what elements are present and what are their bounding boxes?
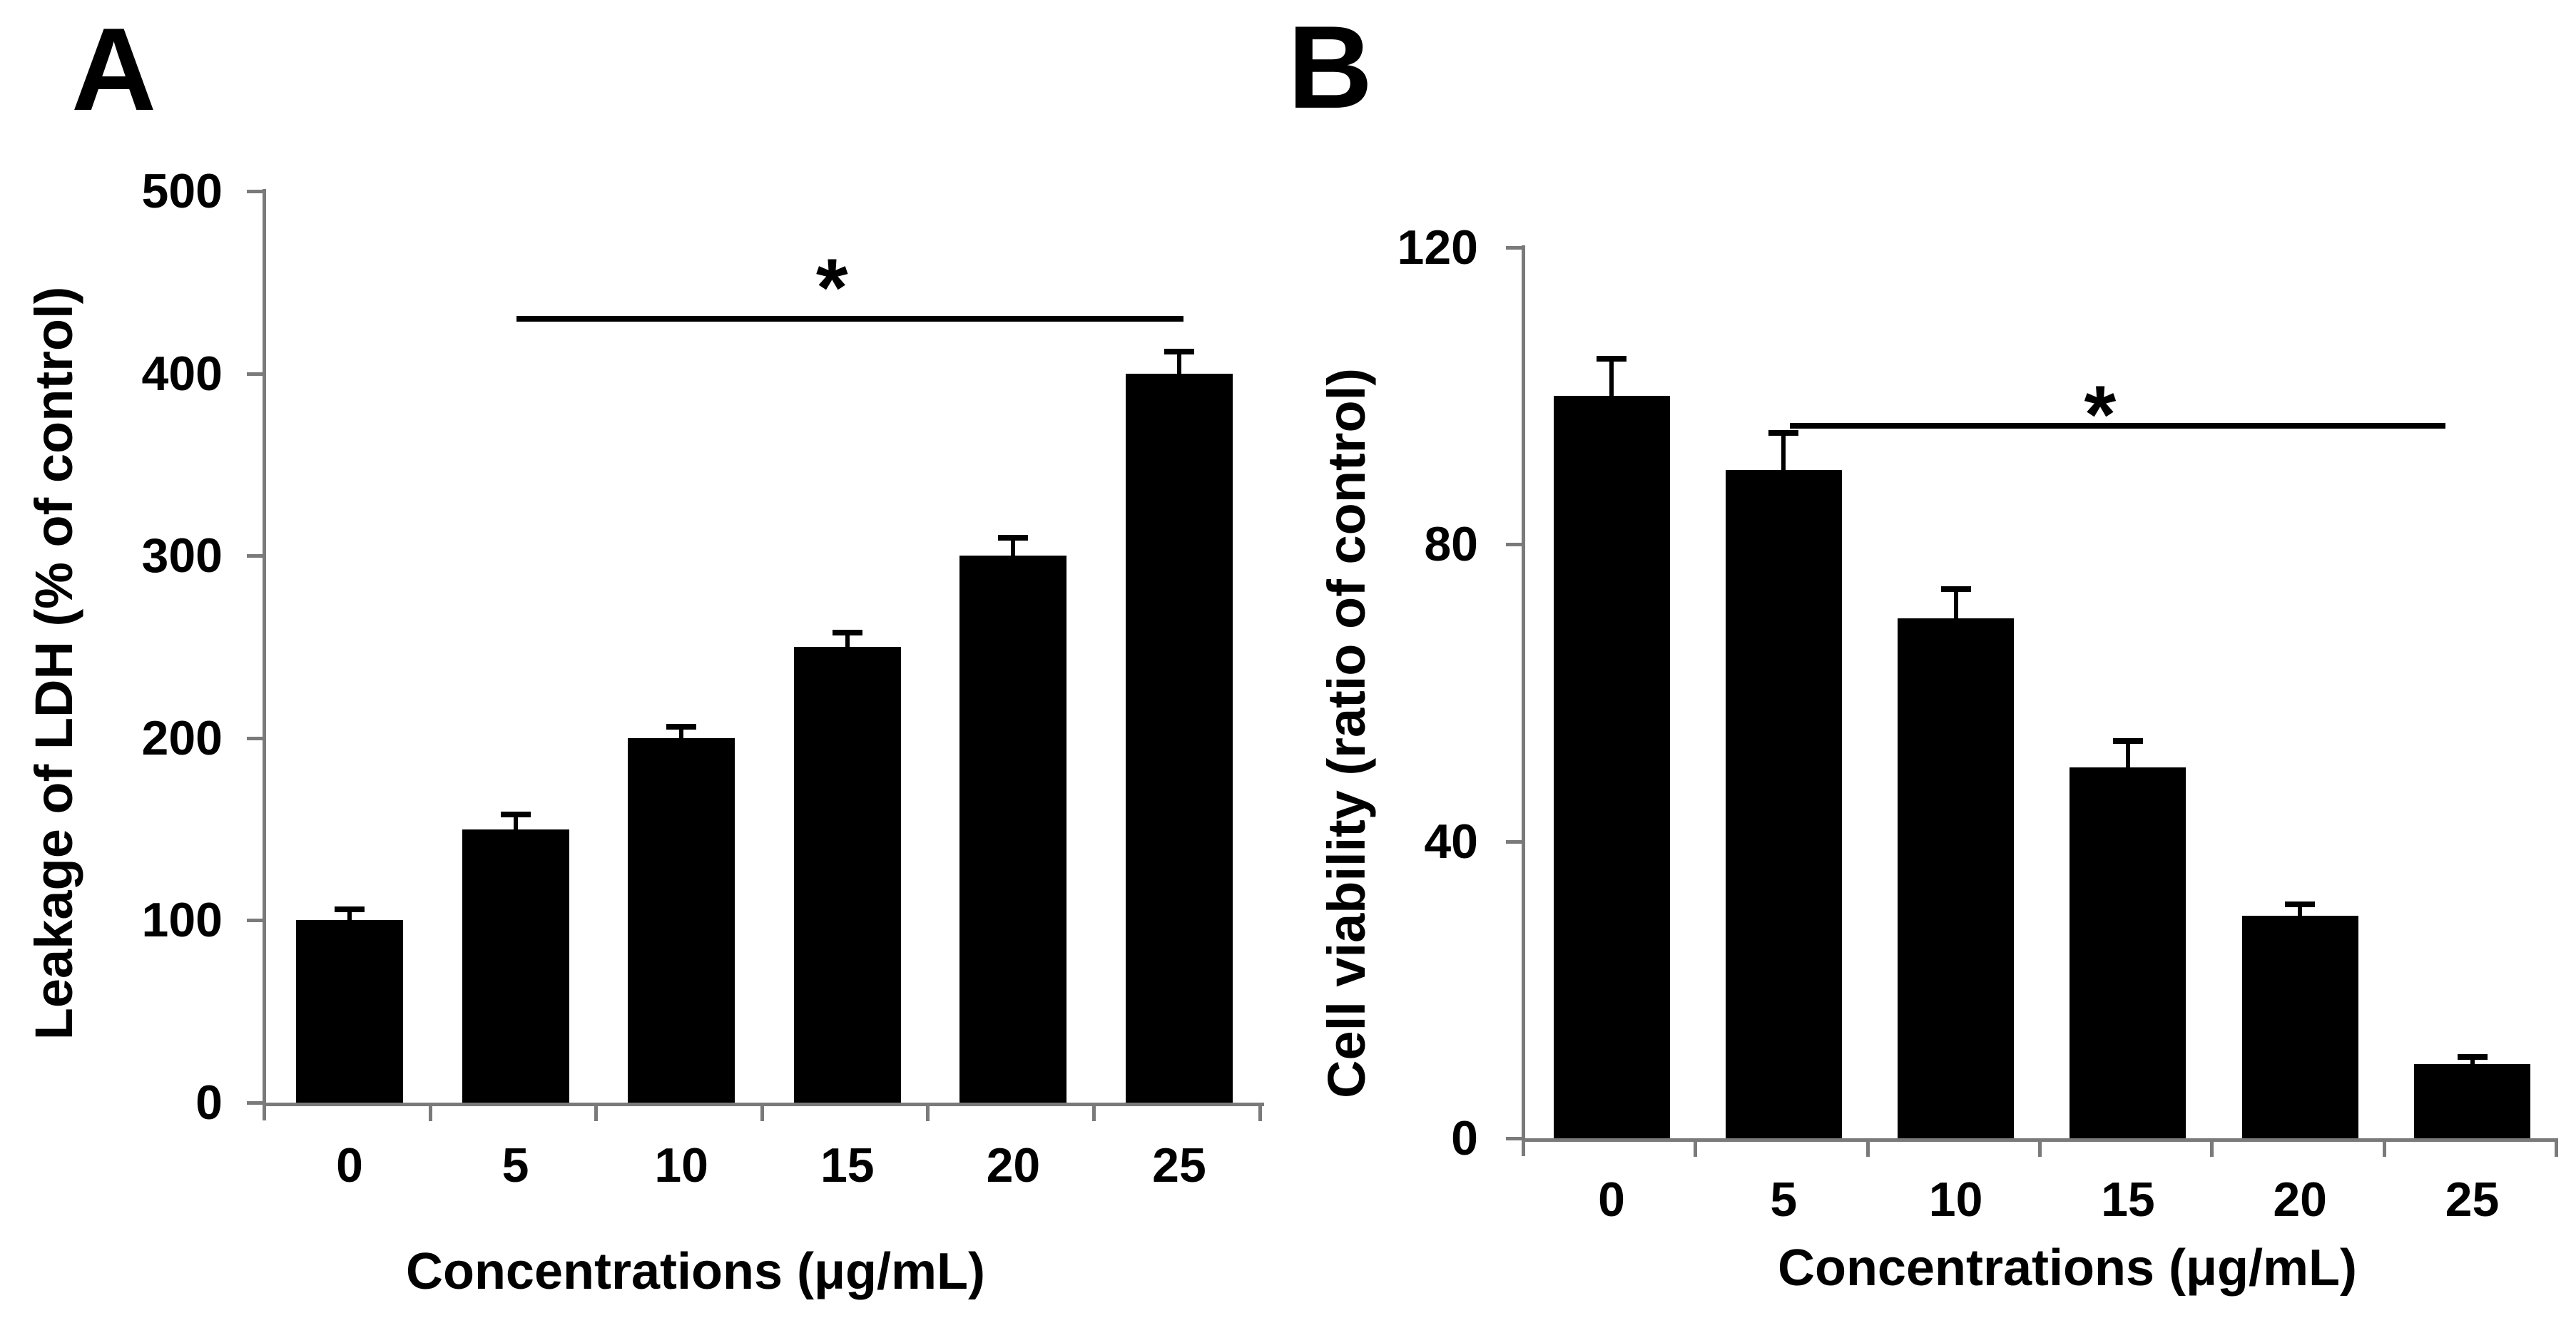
panel-b-x-tick <box>1694 1138 1698 1157</box>
panel-b-y-tick-label: 0 <box>1451 1111 1478 1165</box>
panel-a-y-tick-label: 200 <box>141 710 223 765</box>
panel-b-x-tick-label: 25 <box>2445 1173 2500 1227</box>
panel-a-bar <box>959 556 1067 1103</box>
panel-b-x-tick <box>2382 1138 2386 1157</box>
panel-b-error-bar-stem <box>1609 359 1614 397</box>
panel-b-y-axis-line <box>1522 245 1525 1156</box>
panel-a-y-tick <box>247 1101 263 1105</box>
panel-b-y-tick-label: 80 <box>1424 517 1478 572</box>
panel-b-error-bar-cap <box>1768 430 1799 436</box>
panel-b-error-bar-cap <box>1940 586 1971 592</box>
panel-b-y-tick <box>1506 543 1522 547</box>
panel-a-y-tick <box>247 372 263 376</box>
panel-a-x-tick-label: 5 <box>502 1138 529 1192</box>
panel-b-error-bar-stem <box>2125 741 2130 767</box>
panel-a-significance-asterisk: * <box>815 242 848 334</box>
panel-b-letter: B <box>1288 1 1373 133</box>
panel-a-x-tick-label: 10 <box>654 1138 708 1192</box>
panel-a-y-tick <box>247 736 263 740</box>
panel-b-y-tick-label: 120 <box>1397 220 1478 275</box>
panel-b-x-tick-label: 10 <box>1928 1173 1983 1227</box>
panel-a-error-bar-stem <box>679 727 684 738</box>
panel-b-error-bar-cap <box>2112 738 2143 745</box>
panel-a-y-tick <box>247 190 263 193</box>
panel-a-x-tick-label: 25 <box>1152 1138 1206 1192</box>
panel-b-error-bar-stem <box>1781 433 1786 471</box>
panel-b-bar <box>2241 915 2358 1138</box>
panel-b-x-tick <box>2037 1138 2042 1157</box>
panel-a-bar <box>296 920 403 1103</box>
panel-a-x-axis-title: Concentrations (μg/mL) <box>405 1243 986 1300</box>
panel-a-x-tick <box>760 1103 764 1121</box>
panel-b-bar <box>1725 470 1842 1138</box>
panel-a-error-bar-stem <box>1177 351 1181 374</box>
panel-b-x-tick <box>2554 1138 2558 1157</box>
panel-a-x-tick <box>926 1103 930 1121</box>
panel-b-bar <box>1898 618 2015 1138</box>
panel-a-error-bar-cap <box>1164 348 1194 354</box>
panel-a-y-tick <box>247 554 263 558</box>
panel-b-x-tick <box>2210 1138 2214 1157</box>
panel-b-x-tick-label: 15 <box>2101 1173 2155 1227</box>
panel-a-x-tick-label: 0 <box>336 1138 363 1192</box>
panel-a-x-tick <box>428 1103 432 1121</box>
panel-a-error-bar-cap <box>832 629 862 635</box>
panel-b-error-bar-stem <box>2298 904 2303 916</box>
panel-a-y-tick-label: 400 <box>141 346 223 401</box>
panel-a-y-tick-label: 300 <box>141 528 223 583</box>
panel-a-y-tick <box>247 919 263 923</box>
panel-a-y-tick-label: 500 <box>141 164 223 218</box>
panel-b-error-bar-cap <box>2457 1053 2488 1060</box>
panel-a-letter: A <box>71 4 157 135</box>
panel-a-y-axis-line <box>263 189 266 1120</box>
panel-b-y-tick <box>1506 246 1522 250</box>
panel-a-bar <box>462 829 569 1103</box>
panel-a-x-tick <box>1258 1103 1262 1121</box>
panel-a-error-bar-cap <box>500 812 531 818</box>
panel-b-error-bar-stem <box>1953 588 1958 619</box>
panel-b-y-axis-title: Cell viability (ratio of control) <box>1317 368 1376 1098</box>
panel-b-bar <box>1553 396 1670 1138</box>
panel-a-error-bar-cap <box>335 906 365 913</box>
panel-b-x-axis-title: Concentrations (μg/mL) <box>1777 1240 2358 1297</box>
panel-a-bar <box>628 737 735 1103</box>
panel-a-x-tick <box>594 1103 599 1121</box>
panel-b-bar <box>2070 767 2186 1138</box>
panel-b-x-tick-label: 0 <box>1598 1173 1625 1227</box>
panel-a-x-tick-label: 15 <box>820 1138 875 1192</box>
panel-a-bar <box>1126 373 1233 1103</box>
panel-a-x-tick <box>1092 1103 1096 1121</box>
panel-b-y-tick <box>1506 839 1522 844</box>
panel-a-y-tick-label: 0 <box>195 1076 223 1130</box>
panel-b-y-tick-label: 40 <box>1424 814 1478 869</box>
panel-a-x-tick-label: 20 <box>986 1138 1041 1192</box>
panel-b-y-tick <box>1506 1137 1522 1140</box>
panel-b-error-bar-cap <box>2285 901 2316 908</box>
panel-a-error-bar-stem <box>845 632 850 647</box>
panel-b-error-bar-stem <box>2470 1056 2475 1064</box>
panel-b-significance-asterisk: * <box>2084 369 2117 461</box>
panel-b-x-tick-label: 20 <box>2273 1173 2327 1227</box>
panel-b-bar <box>2414 1063 2530 1138</box>
panel-a-error-bar-cap <box>666 724 697 730</box>
panel-b-x-tick <box>1865 1138 1870 1157</box>
panel-a-error-bar-stem <box>513 814 518 829</box>
panel-b-significance-line <box>1790 422 2446 429</box>
panel-a-error-bar-cap <box>998 534 1029 541</box>
panel-b-x-tick-label: 5 <box>1770 1173 1798 1227</box>
panel-a-y-tick-label: 100 <box>141 893 223 948</box>
panel-a-bar <box>793 647 901 1103</box>
panel-a-significance-line <box>516 315 1183 322</box>
panel-a-error-bar-stem <box>347 909 352 921</box>
panel-a-error-bar-stem <box>1011 537 1016 556</box>
panel-b-error-bar-cap <box>1597 356 1626 362</box>
